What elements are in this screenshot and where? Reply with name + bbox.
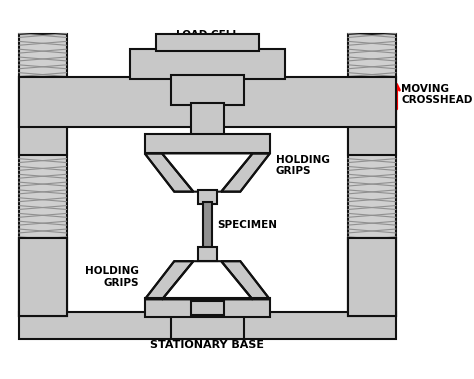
- Bar: [19, 312, 396, 339]
- Polygon shape: [145, 153, 193, 192]
- Bar: [171, 75, 244, 105]
- Text: MOVING
CROSSHEAD: MOVING CROSSHEAD: [401, 83, 473, 105]
- Bar: [198, 190, 217, 204]
- Bar: [19, 238, 66, 316]
- Polygon shape: [145, 261, 193, 299]
- Text: STATIONARY BASE: STATIONARY BASE: [150, 340, 264, 350]
- Text: SPECIMEN: SPECIMEN: [217, 220, 277, 230]
- Bar: [191, 301, 224, 315]
- Bar: [198, 247, 217, 261]
- Text: HOLDING
GRIPS: HOLDING GRIPS: [85, 266, 139, 288]
- Polygon shape: [221, 261, 270, 299]
- Bar: [191, 103, 224, 136]
- Text: HOLDING
GRIPS: HOLDING GRIPS: [276, 155, 330, 176]
- Bar: [19, 77, 66, 155]
- Polygon shape: [162, 261, 253, 299]
- Polygon shape: [221, 153, 270, 192]
- Bar: [130, 49, 284, 79]
- Bar: [19, 238, 66, 316]
- Bar: [348, 77, 396, 155]
- Polygon shape: [162, 153, 253, 192]
- Bar: [19, 77, 396, 127]
- Bar: [156, 34, 258, 51]
- Bar: [171, 315, 244, 339]
- Bar: [203, 202, 211, 249]
- Bar: [348, 238, 396, 316]
- Bar: [19, 34, 66, 316]
- Bar: [348, 34, 396, 316]
- Text: LOAD CELL: LOAD CELL: [176, 30, 239, 40]
- Bar: [348, 238, 396, 316]
- Bar: [145, 298, 270, 317]
- Bar: [145, 134, 270, 153]
